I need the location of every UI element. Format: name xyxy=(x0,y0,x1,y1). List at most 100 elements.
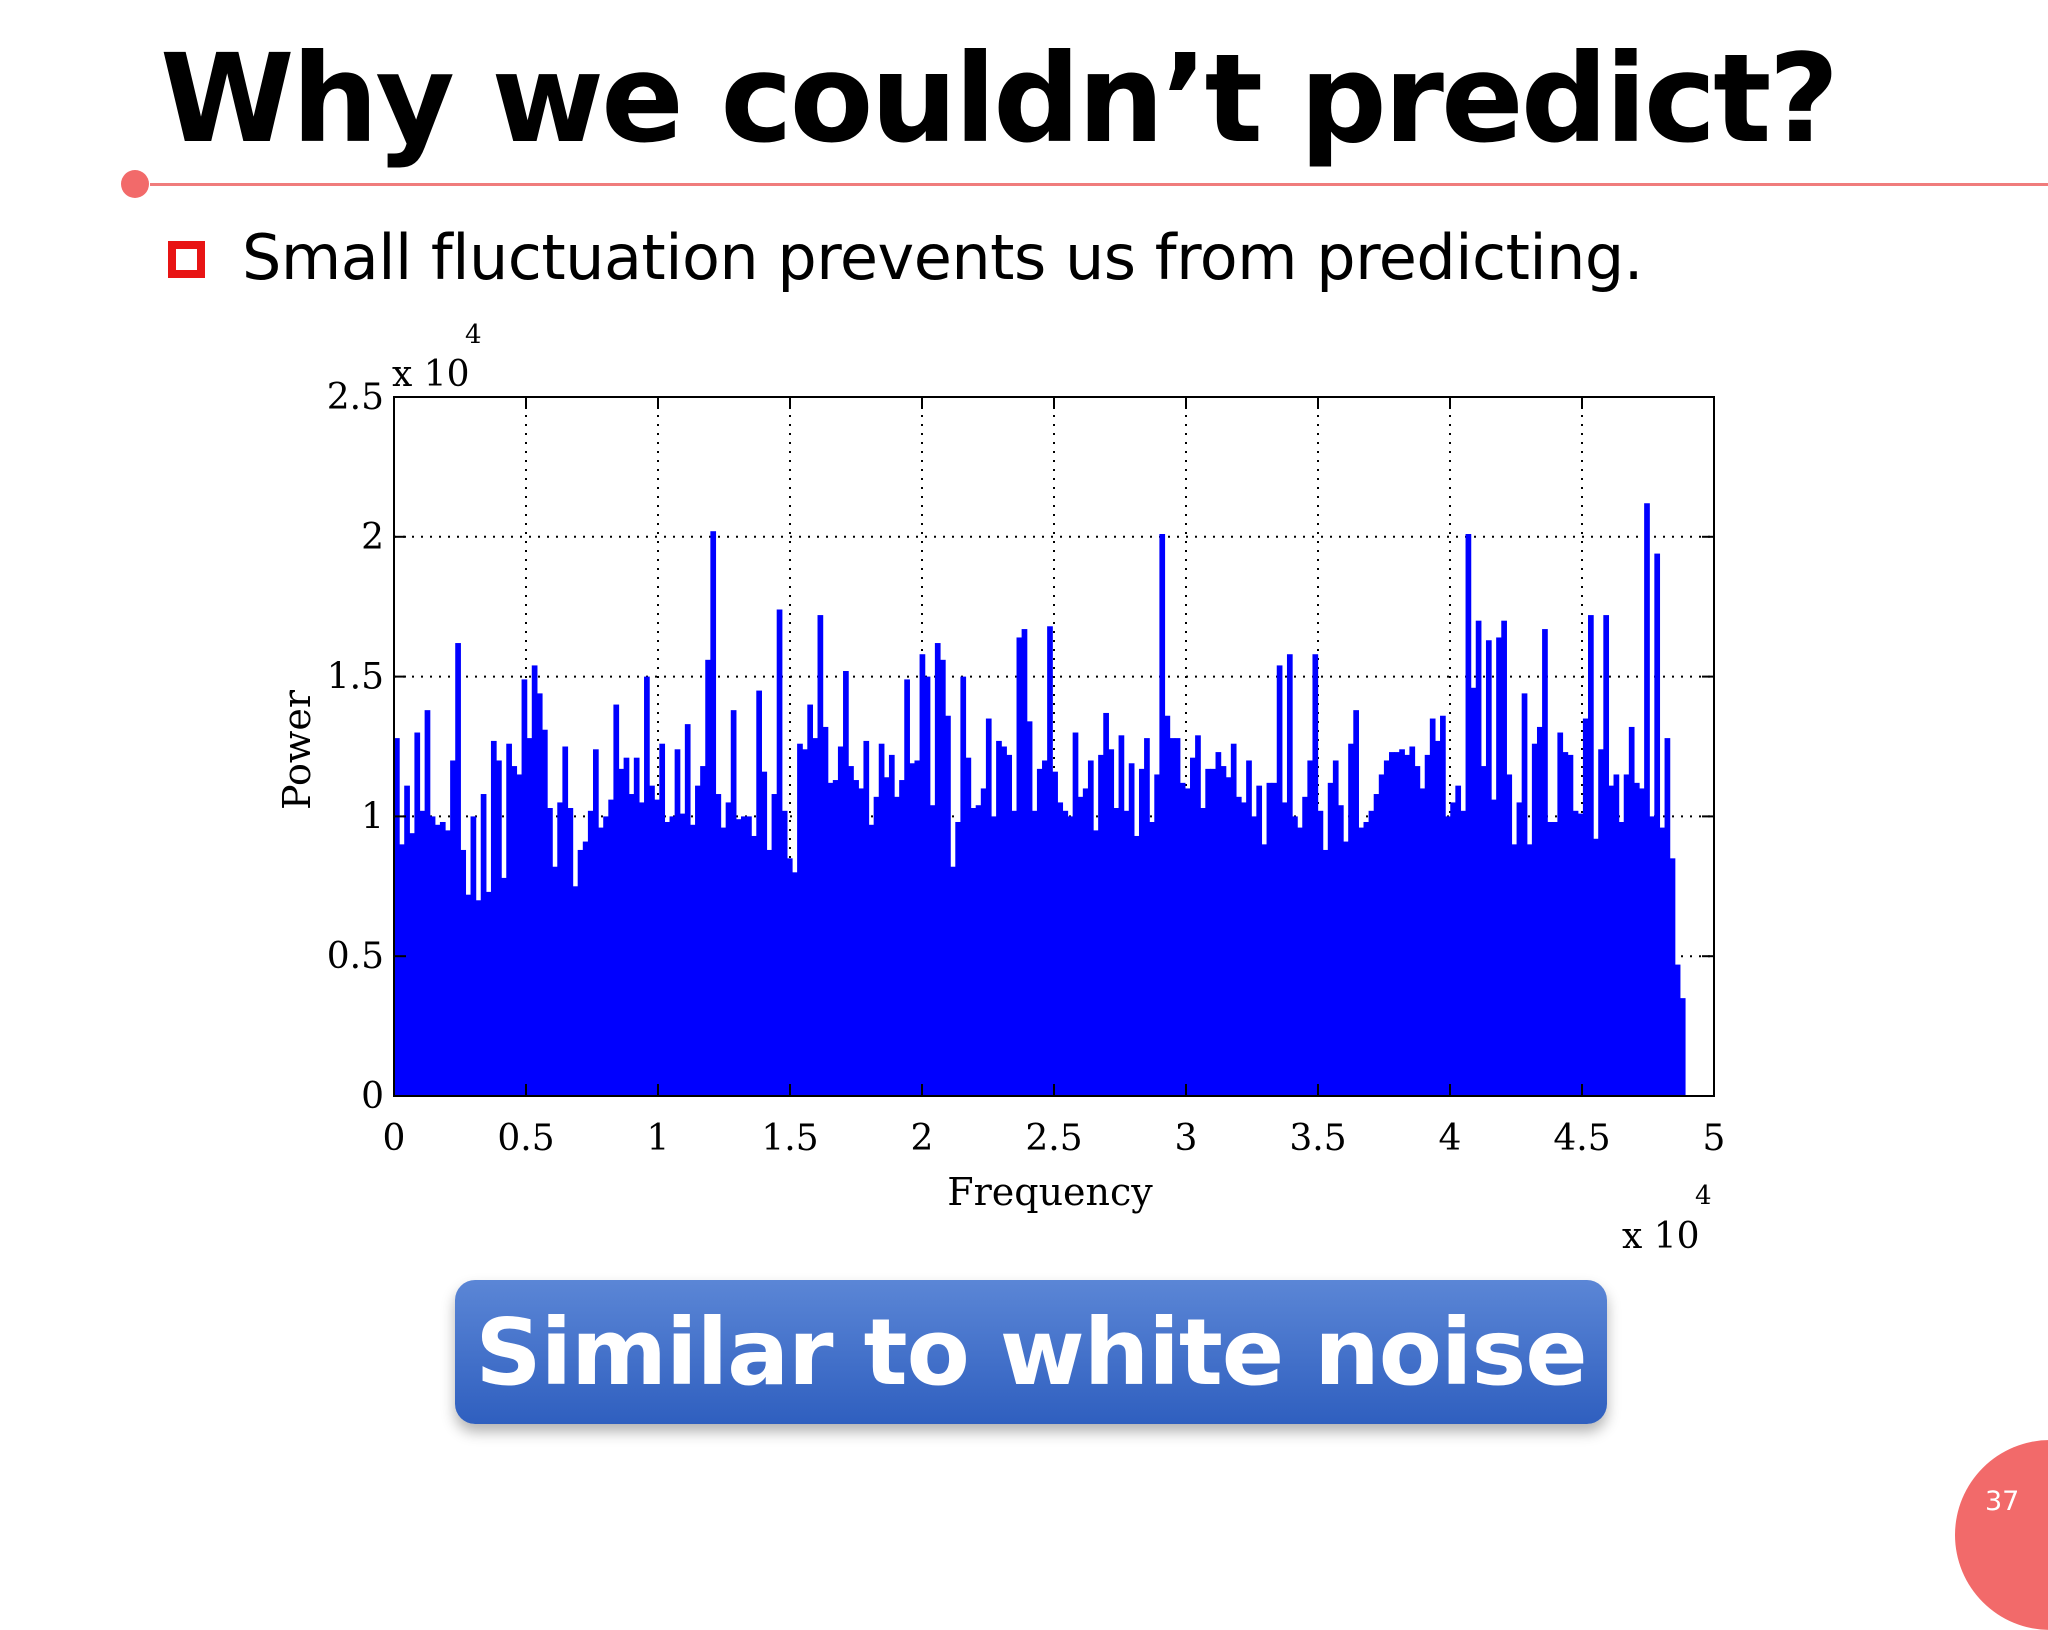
bar xyxy=(730,710,737,1096)
bar xyxy=(705,659,711,1096)
bar xyxy=(771,794,778,1096)
bar xyxy=(883,777,890,1096)
bar xyxy=(1047,626,1053,1096)
bar xyxy=(929,805,936,1096)
title-rule-dot xyxy=(121,170,149,198)
bar xyxy=(996,740,1002,1096)
y-tick-label: 2 xyxy=(361,517,384,558)
bar xyxy=(909,763,916,1096)
bar xyxy=(439,821,446,1096)
bar xyxy=(766,849,773,1096)
bar xyxy=(1174,738,1181,1096)
bar xyxy=(1190,757,1196,1096)
bar xyxy=(985,718,992,1096)
bar xyxy=(1016,637,1023,1096)
bar xyxy=(1108,749,1115,1096)
y-tick-label: 1.5 xyxy=(327,657,384,698)
bar xyxy=(1286,654,1293,1096)
bar xyxy=(1042,760,1048,1096)
x-multiplier: x 10 xyxy=(1622,1216,1700,1257)
bar xyxy=(1184,788,1191,1096)
bar xyxy=(700,766,706,1096)
bar xyxy=(1440,715,1446,1096)
bar xyxy=(644,676,650,1096)
bar xyxy=(710,531,717,1096)
bar xyxy=(1628,726,1635,1096)
bar xyxy=(470,816,477,1096)
bar xyxy=(618,768,625,1096)
bar xyxy=(1001,746,1007,1096)
bar xyxy=(638,802,645,1096)
x-tick-label: 0.5 xyxy=(497,1118,554,1159)
bar xyxy=(501,877,507,1096)
bar xyxy=(1639,788,1645,1096)
bar xyxy=(888,754,895,1096)
bar xyxy=(1011,810,1018,1096)
bar xyxy=(725,802,732,1096)
bar xyxy=(1332,760,1339,1096)
bar xyxy=(868,824,875,1096)
bar xyxy=(689,824,696,1096)
bar xyxy=(1460,810,1467,1096)
bar xyxy=(1409,746,1416,1096)
bar xyxy=(1608,785,1615,1096)
bar xyxy=(1246,760,1252,1096)
bar xyxy=(1271,782,1278,1096)
bar xyxy=(1082,788,1089,1096)
bar xyxy=(1506,774,1513,1096)
page-number-badge xyxy=(1955,1440,2048,1630)
bar xyxy=(582,841,589,1096)
bar xyxy=(1674,964,1681,1096)
bar xyxy=(873,796,880,1096)
bar xyxy=(628,794,635,1096)
bar xyxy=(1149,821,1155,1096)
bar xyxy=(853,780,859,1096)
bullet-text: Small fluctuation prevents us from predi… xyxy=(242,221,1643,294)
bar xyxy=(1531,743,1538,1096)
bar xyxy=(526,738,533,1096)
bar xyxy=(715,794,722,1096)
y-multiplier: x 10 xyxy=(392,354,470,395)
bar xyxy=(1445,816,1451,1096)
bar xyxy=(904,679,910,1096)
bar xyxy=(1225,777,1232,1096)
bar xyxy=(633,757,640,1096)
bar xyxy=(1552,821,1558,1096)
bar xyxy=(1052,771,1058,1096)
bar xyxy=(536,693,543,1096)
bar xyxy=(485,891,492,1096)
bar xyxy=(521,679,528,1096)
bar xyxy=(792,872,798,1096)
x-tick-label: 4.5 xyxy=(1553,1118,1610,1159)
bar xyxy=(434,824,441,1096)
bar xyxy=(1429,718,1436,1096)
bar xyxy=(1593,838,1599,1096)
bar xyxy=(1536,726,1543,1096)
bar xyxy=(914,760,921,1096)
bar xyxy=(1297,827,1303,1096)
bar xyxy=(1220,766,1227,1096)
bar xyxy=(746,816,752,1096)
bar xyxy=(965,757,972,1096)
bar xyxy=(460,849,467,1096)
bar xyxy=(843,671,849,1096)
bar xyxy=(511,766,518,1096)
bar xyxy=(1480,766,1487,1096)
x-tick-label: 3 xyxy=(1175,1118,1198,1159)
bar xyxy=(1613,774,1620,1096)
bar xyxy=(858,788,865,1096)
bar xyxy=(1577,813,1584,1096)
callout-box: Similar to white noise xyxy=(455,1280,1607,1424)
bar xyxy=(1404,754,1411,1096)
bar xyxy=(1133,835,1140,1096)
bar xyxy=(1093,830,1099,1096)
bar xyxy=(1679,998,1686,1096)
bar xyxy=(980,788,987,1096)
bar xyxy=(1098,754,1104,1096)
bar xyxy=(1485,640,1492,1096)
bar xyxy=(445,830,451,1096)
bar xyxy=(878,743,885,1096)
bar xyxy=(1230,743,1237,1096)
bar xyxy=(1067,816,1074,1096)
bar xyxy=(496,760,502,1096)
